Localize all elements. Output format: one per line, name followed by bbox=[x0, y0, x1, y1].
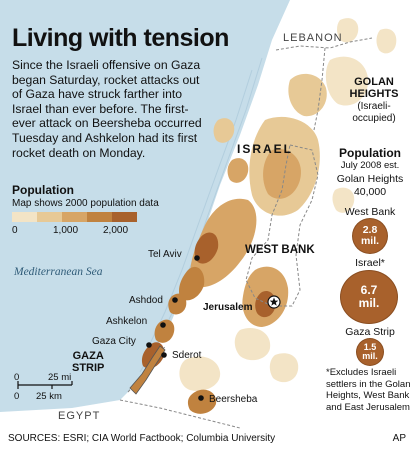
west-bank-label: WEST BANK bbox=[245, 244, 315, 256]
jerusalem-star-icon bbox=[267, 295, 281, 309]
lebanon-label: LEBANON bbox=[283, 32, 343, 44]
gaza-strip-label: GAZA STRIP bbox=[72, 350, 105, 374]
israel-pop-bubble: 6.7 mil. bbox=[341, 271, 397, 323]
ashdod-label: Ashdod bbox=[129, 295, 163, 306]
city-dots bbox=[146, 255, 204, 401]
legend-swatch bbox=[62, 212, 87, 222]
legend-color-scale bbox=[12, 212, 137, 222]
west-bank-pop-label: West Bank bbox=[344, 206, 396, 218]
golan-pop-value: 40,000 bbox=[353, 186, 387, 198]
israel-pop-label: Israel* bbox=[355, 257, 385, 269]
golan-occupied-note: (Israeli- occupied) bbox=[352, 101, 396, 124]
legend-title: Population bbox=[12, 183, 74, 197]
legend-swatch bbox=[12, 212, 37, 222]
headline: Living with tension bbox=[12, 24, 229, 52]
legend-swatch bbox=[87, 212, 112, 222]
legend-swatch bbox=[112, 212, 137, 222]
tel-aviv-label: Tel Aviv bbox=[148, 249, 182, 260]
golan-heights-label: GOLAN HEIGHTS bbox=[349, 76, 399, 100]
gaza-pop-bubble: 1.5 mil. bbox=[357, 339, 383, 365]
scale-mi-label: 25 mi bbox=[48, 372, 72, 383]
beersheba-dot bbox=[198, 395, 204, 401]
ashkelon-label: Ashkelon bbox=[106, 316, 148, 327]
sea-area bbox=[0, 0, 290, 412]
sderot-dot bbox=[161, 352, 167, 358]
egypt-label: EGYPT bbox=[58, 410, 101, 422]
beersheba-label: Beersheba bbox=[209, 394, 258, 405]
sderot-label: Sderot bbox=[172, 350, 202, 361]
mediterranean-sea-label: Mediterranean Sea bbox=[14, 266, 103, 278]
scale-bar bbox=[17, 381, 73, 389]
gaza-strip-outline bbox=[129, 345, 166, 395]
footnote: *Excludes Israeli settlers in the Golan … bbox=[326, 367, 411, 413]
body-text: Since the Israeli offensive on Gaza bega… bbox=[12, 58, 202, 160]
sources-line: SOURCES: ESRI; CIA World Factbook; Colum… bbox=[8, 433, 276, 444]
legend-tick-1000: 1,000 bbox=[53, 225, 79, 236]
scale-km-label: 25 km bbox=[36, 391, 62, 402]
gaza-pop-label: Gaza Strip bbox=[345, 326, 395, 338]
legend-swatch bbox=[37, 212, 62, 222]
ashkelon-dot bbox=[160, 322, 166, 328]
scale-zero-km: 0 bbox=[14, 391, 20, 402]
gaza-city-label: Gaza City bbox=[92, 336, 136, 347]
gaza-city-dot bbox=[146, 342, 152, 348]
population-density bbox=[141, 18, 397, 414]
ashdod-dot bbox=[172, 297, 178, 303]
legend-note: Map shows 2000 population data bbox=[12, 198, 159, 209]
map-canvas bbox=[0, 0, 397, 429]
population-panel-subtitle: July 2008 est. bbox=[340, 160, 400, 171]
scale-zero-mi: 0 bbox=[14, 372, 20, 383]
legend-tick-2000: 2,000 bbox=[103, 225, 129, 236]
legend-tick-0: 0 bbox=[12, 225, 18, 236]
west-bank-pop-bubble: 2.8 mil. bbox=[353, 219, 387, 253]
golan-pop-label: Golan Heights bbox=[336, 173, 404, 185]
jerusalem-label: Jerusalem bbox=[203, 302, 253, 313]
credit-label: AP bbox=[392, 433, 406, 444]
israel-label: ISRAEL bbox=[237, 142, 294, 156]
tel-aviv-dot bbox=[194, 255, 200, 261]
population-panel-title: Population bbox=[339, 146, 401, 160]
